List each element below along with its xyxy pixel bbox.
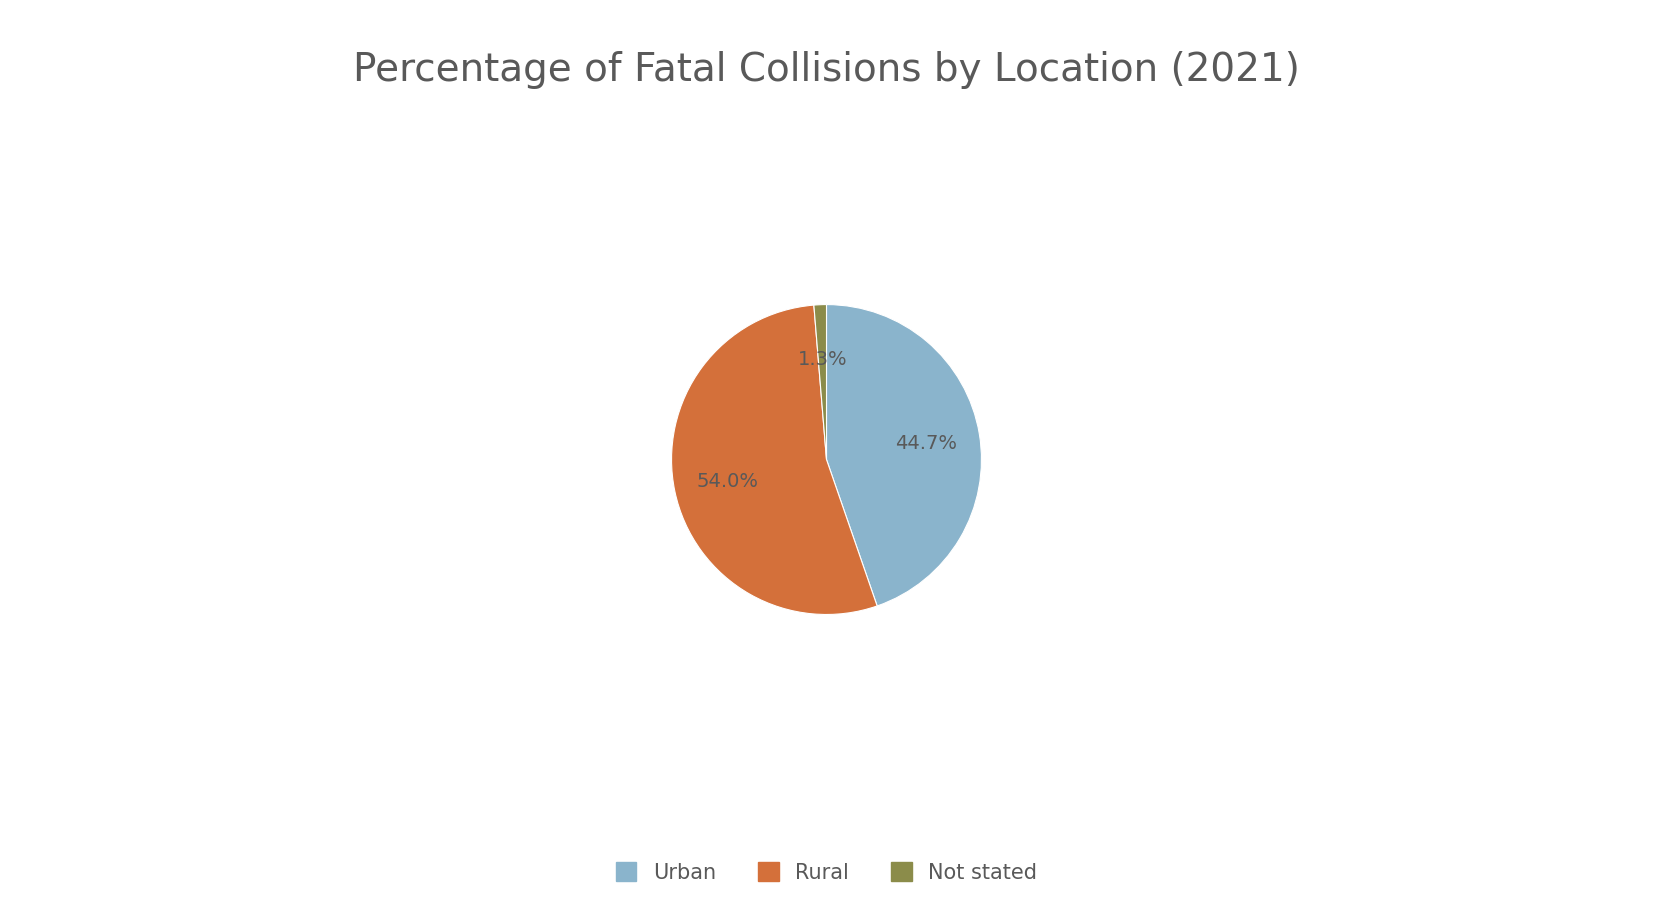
Text: 54.0%: 54.0% xyxy=(698,471,759,490)
Wedge shape xyxy=(671,306,878,615)
Title: Percentage of Fatal Collisions by Location (2021): Percentage of Fatal Collisions by Locati… xyxy=(354,51,1299,88)
Text: 1.3%: 1.3% xyxy=(798,350,848,369)
Text: 44.7%: 44.7% xyxy=(894,434,957,453)
Legend: Urban, Rural, Not stated: Urban, Rural, Not stated xyxy=(605,851,1048,893)
Wedge shape xyxy=(813,305,826,460)
Wedge shape xyxy=(826,305,982,606)
